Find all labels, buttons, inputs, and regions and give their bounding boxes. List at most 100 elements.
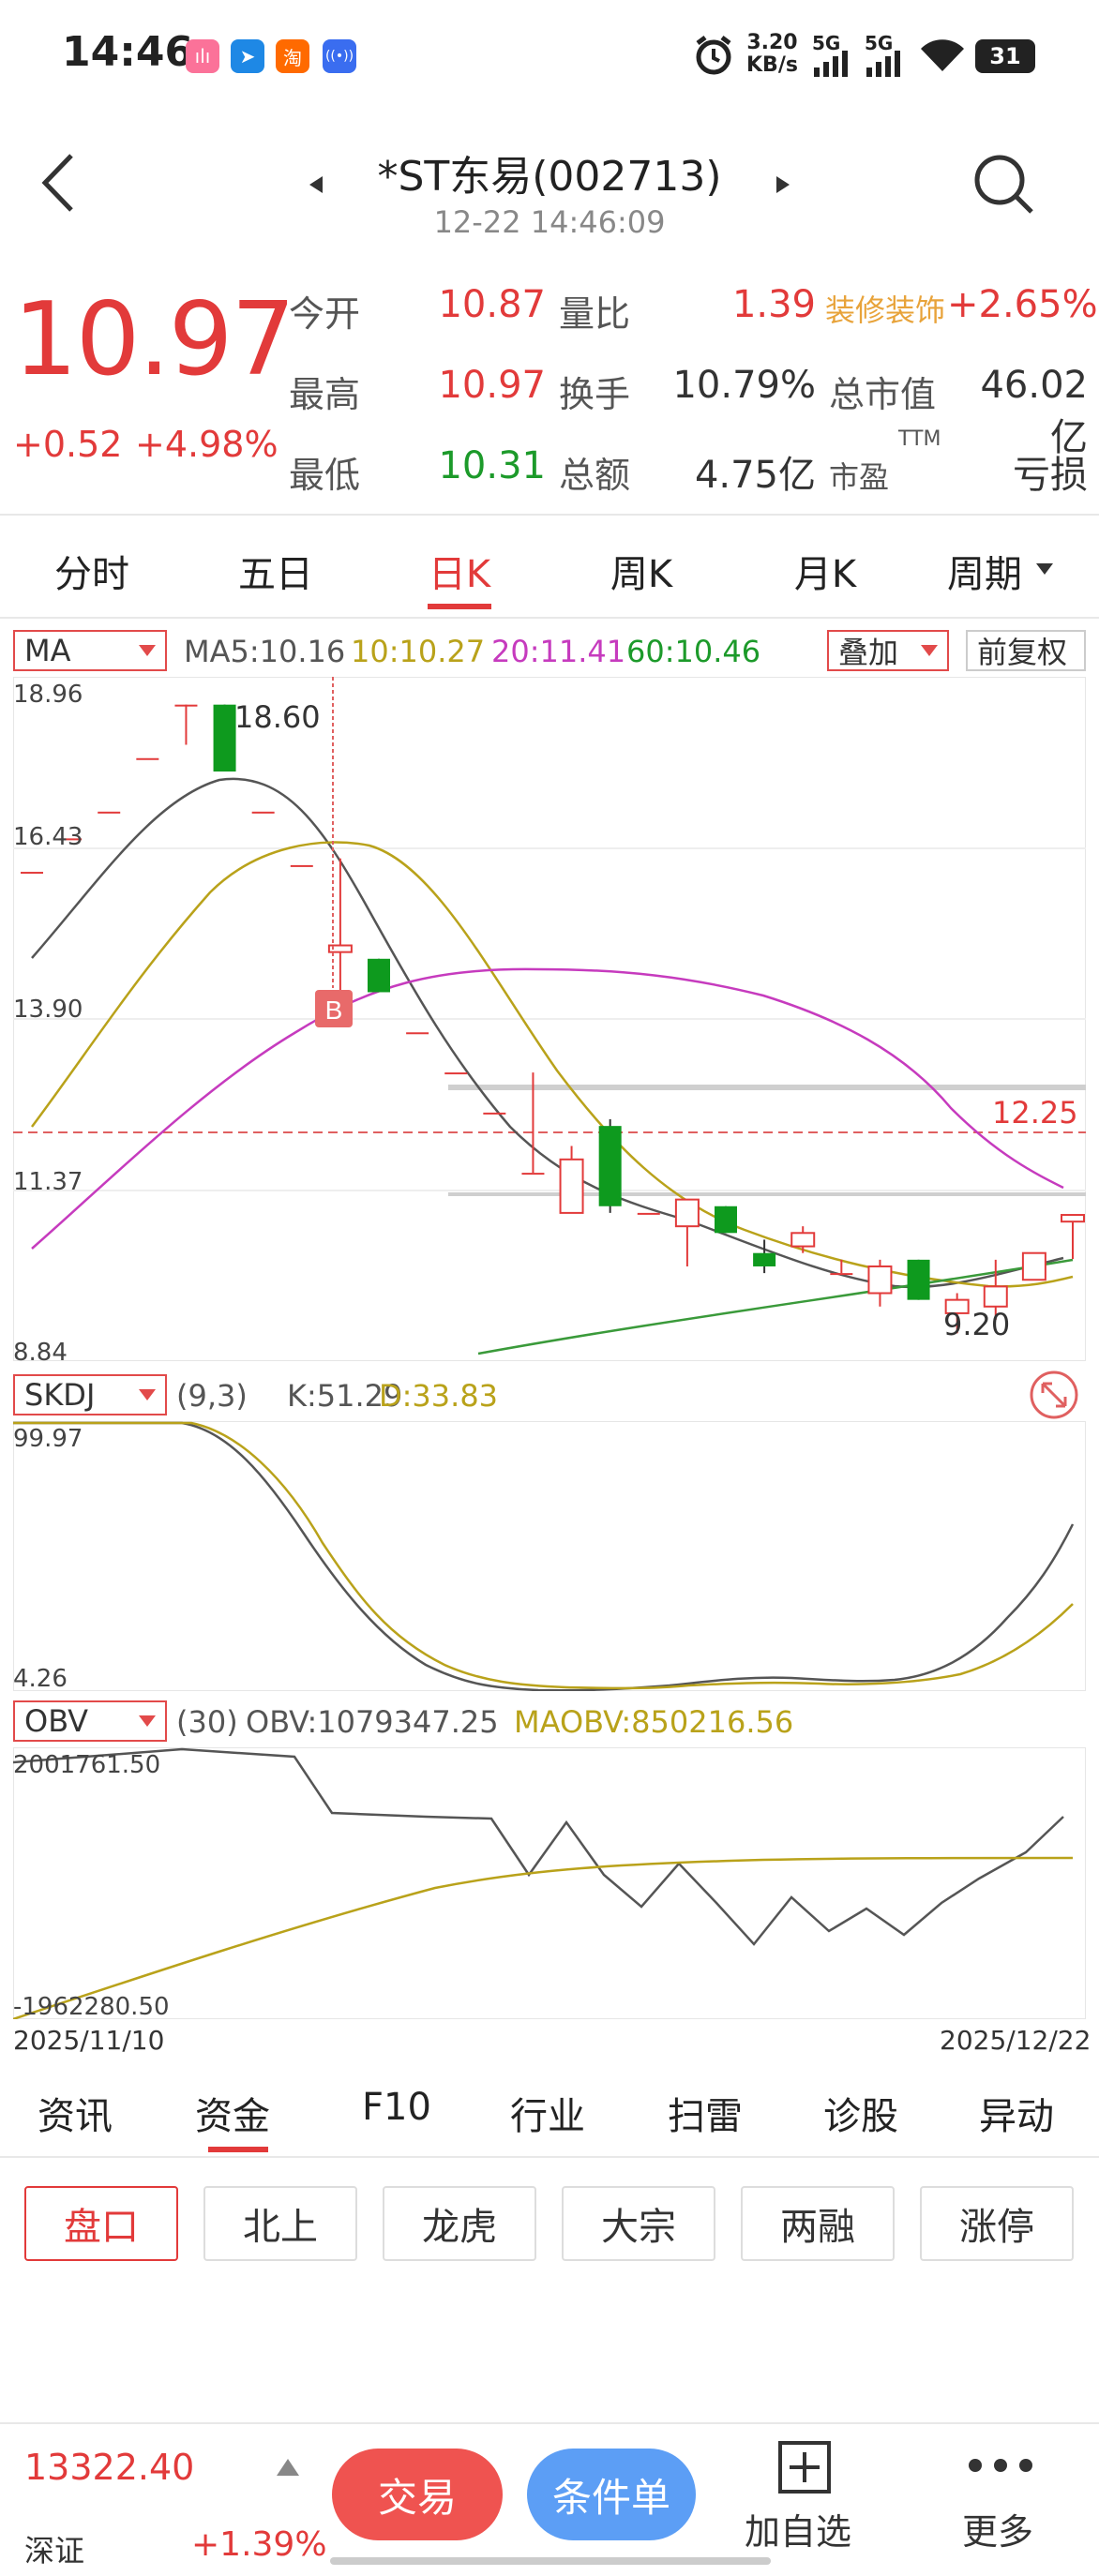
subtab-handicap[interactable]: 盘口	[24, 2186, 178, 2261]
current-price-line-label: 12.25	[992, 1095, 1078, 1131]
low-value: 10.31	[438, 444, 546, 487]
wifi-icon	[921, 39, 964, 71]
more-icon[interactable]	[966, 2456, 1035, 2475]
subtab-block-trade[interactable]: 大宗	[562, 2186, 715, 2261]
tab-weekly-k[interactable]: 周K	[610, 553, 673, 596]
tab-risk-scan[interactable]: 扫雷	[668, 2095, 743, 2138]
candle-body	[136, 757, 159, 760]
high-price-label: 18.60	[234, 699, 321, 735]
obv-y-min: -1962280.50	[13, 1993, 170, 2021]
ma10-value: 10:10.27	[351, 634, 486, 669]
skdj-selector[interactable]: SKDJ	[13, 1374, 167, 1415]
sector-name[interactable]: 装修装饰	[825, 292, 946, 328]
candle-body	[753, 1252, 776, 1266]
candle-body	[444, 1072, 468, 1075]
subtab-limit-up[interactable]: 涨停	[920, 2186, 1074, 2261]
bottom-tab-indicator	[208, 2147, 268, 2152]
back-icon[interactable]	[38, 152, 79, 214]
home-indicator	[330, 2557, 771, 2565]
tab-monthly-k[interactable]: 月K	[793, 553, 857, 596]
tab-intraday[interactable]: 分时	[54, 553, 129, 596]
ma20-value: 20:11.41	[491, 634, 626, 669]
net-speed: 3.20	[746, 31, 798, 54]
high-label: 最高	[289, 374, 361, 415]
trade-button[interactable]: 交易	[332, 2449, 503, 2540]
index-up-icon	[277, 2459, 299, 2476]
subtab-margin[interactable]: 两融	[741, 2186, 895, 2261]
candle-body	[521, 1173, 545, 1176]
buy-marker	[315, 990, 353, 1027]
candle-body	[790, 1232, 816, 1248]
maobv-value: MAOBV:850216.56	[514, 1704, 794, 1740]
skdj-chart[interactable]	[13, 1421, 1086, 1691]
tab-industry[interactable]: 行业	[510, 2095, 585, 2138]
signal-1-icon	[814, 51, 848, 77]
prev-stock-icon[interactable]	[308, 174, 324, 195]
pe-label: 市盈	[829, 459, 890, 495]
open-label: 今开	[289, 293, 361, 335]
candle-body	[327, 944, 353, 953]
candle-body	[830, 1273, 853, 1276]
obv-selector-label: OBV	[24, 1703, 89, 1739]
index-value[interactable]: 13322.40	[24, 2447, 195, 2488]
skdj-d-line	[13, 1421, 1074, 1690]
low-price-label: 9.20	[943, 1307, 1011, 1342]
condition-order-button[interactable]: 条件单	[527, 2449, 696, 2540]
subtab-northbound[interactable]: 北上	[203, 2186, 357, 2261]
candle-body	[21, 872, 43, 875]
date-start: 2025/11/10	[13, 2025, 165, 2056]
skdj-params: (9,3)	[176, 1378, 248, 1414]
period-dropdown-icon[interactable]	[1035, 562, 1054, 576]
obv-chart[interactable]	[13, 1747, 1086, 2019]
date-end: 2025/12/22	[940, 2025, 1091, 2056]
add-watchlist-label[interactable]: 加自选	[745, 2511, 852, 2553]
tab-funds[interactable]: 资金	[195, 2095, 270, 2138]
signal-2-icon	[866, 51, 900, 77]
candle-body	[637, 1212, 660, 1215]
buy-marker-label: B	[325, 996, 343, 1025]
subtab-dragon-tiger[interactable]: 龙虎	[383, 2186, 536, 2261]
net-speed-unit: KB/s	[746, 53, 798, 77]
candle-body	[59, 838, 83, 841]
tab-active-indicator	[428, 604, 491, 609]
tab-diagnose[interactable]: 诊股	[823, 2095, 898, 2138]
adjust-button[interactable]: 前复权	[966, 630, 1086, 671]
obv-line	[13, 1747, 1064, 1946]
tab-f10[interactable]: F10	[362, 2086, 431, 2129]
overlay-selector[interactable]: 叠加	[827, 630, 949, 671]
tab-daily-k[interactable]: 日K	[428, 553, 491, 596]
current-price: 10.97	[13, 281, 295, 398]
candle-body	[290, 864, 313, 867]
quote-divider	[0, 514, 1099, 516]
volume-ratio-value: 1.39	[731, 283, 816, 326]
fullscreen-icon[interactable]	[1028, 1369, 1080, 1421]
candle-body	[1061, 1214, 1085, 1223]
next-stock-icon[interactable]	[775, 174, 791, 195]
tab-five-day[interactable]: 五日	[238, 553, 313, 596]
more-label[interactable]: 更多	[962, 2511, 1034, 2553]
skdj-d: D:33.83	[379, 1378, 499, 1414]
candle-body	[1021, 1251, 1046, 1281]
obv-selector[interactable]: OBV	[13, 1700, 167, 1742]
status-time: 14:46	[62, 28, 194, 76]
quote-datetime: 12-22 14:46:09	[433, 204, 666, 240]
search-icon[interactable]	[971, 152, 1037, 217]
open-value: 10.87	[438, 283, 546, 326]
tab-news[interactable]: 资讯	[38, 2095, 113, 2138]
y-tick-2: 16.43	[13, 823, 83, 851]
ma60-line	[477, 1258, 1074, 1355]
add-watchlist-icon[interactable]	[776, 2439, 833, 2495]
bottom-tabs-divider	[0, 2156, 1099, 2158]
ma-selector-label: MA	[24, 633, 71, 668]
turnover-value: 10.79%	[672, 364, 816, 407]
bilibili-icon: ılı	[186, 39, 219, 73]
tab-period[interactable]: 周期	[947, 553, 1022, 596]
signal-label-1: 5G	[812, 32, 841, 54]
ma-selector[interactable]: MA	[13, 630, 167, 671]
footer-divider	[0, 2422, 1099, 2424]
tab-movement[interactable]: 异动	[979, 2095, 1054, 2138]
kline-chart[interactable]: B	[13, 677, 1086, 1361]
index-change: +1.39%	[191, 2525, 327, 2564]
skdj-selector-label: SKDJ	[24, 1377, 96, 1413]
battery-icon: 31	[975, 39, 1035, 73]
